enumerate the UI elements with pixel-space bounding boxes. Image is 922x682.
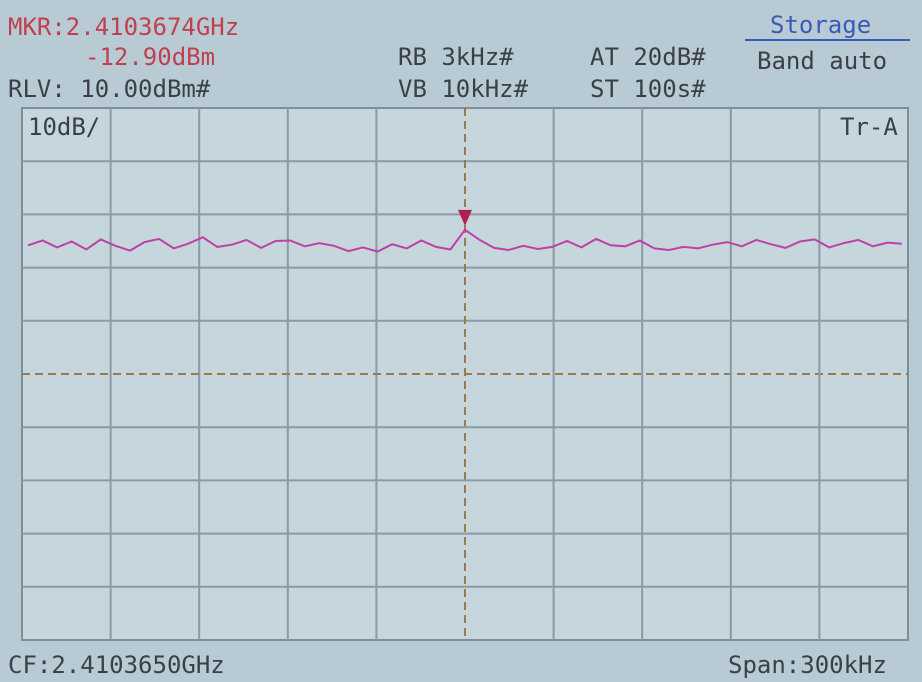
sweep-time: ST 100s# xyxy=(590,75,706,103)
page: MKR:2.4103674GHz -12.90dBm RLV: 10.00dBm… xyxy=(0,0,922,682)
span: Span:300kHz xyxy=(728,651,887,679)
menu-title: Storage xyxy=(770,11,871,39)
vbw: VB 10kHz# xyxy=(398,75,529,103)
marker-frequency: MKR:2.4103674GHz xyxy=(8,13,239,41)
trace-name: Tr-A xyxy=(840,113,898,141)
marker-level: -12.90dBm xyxy=(85,43,215,71)
reference-level: RLV: 10.00dBm# xyxy=(8,75,211,103)
menu-item: Band auto xyxy=(757,47,887,75)
attenuation: AT 20dB# xyxy=(590,43,706,71)
scale-label: 10dB/ xyxy=(28,113,100,141)
analyzer-screen: MKR:2.4103674GHz -12.90dBm RLV: 10.00dBm… xyxy=(0,0,922,682)
center-frequency: CF:2.4103650GHz xyxy=(8,651,225,679)
rbw: RB 3kHz# xyxy=(398,43,514,71)
